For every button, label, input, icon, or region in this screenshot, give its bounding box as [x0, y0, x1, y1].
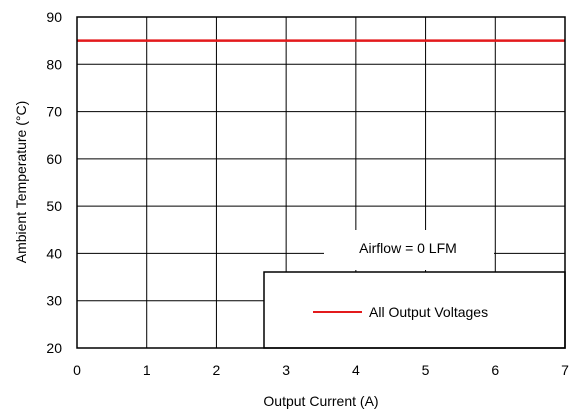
legend-box — [263, 271, 566, 349]
airflow-annotation: Airflow = 0 LFM — [359, 240, 457, 256]
x-tick-label: 1 — [143, 362, 151, 378]
x-tick-label: 6 — [491, 362, 499, 378]
x-tick-label: 5 — [422, 362, 430, 378]
plot-frame — [76, 16, 566, 349]
y-axis-title: Ambient Temperature (°C) — [13, 101, 29, 264]
legend-label-all-output-voltages: All Output Voltages — [369, 304, 488, 320]
grid-lines — [76, 16, 566, 349]
y-tick-label: 30 — [46, 293, 62, 309]
x-tick-label: 7 — [561, 362, 569, 378]
y-tick-label: 70 — [46, 104, 62, 120]
y-tick-label: 90 — [46, 9, 62, 25]
y-tick-label: 80 — [46, 56, 62, 72]
x-tick-labels: 0 1 2 3 4 5 6 7 — [73, 362, 569, 378]
annotation-box — [324, 230, 494, 270]
x-tick-label: 2 — [213, 362, 221, 378]
x-tick-label: 4 — [352, 362, 360, 378]
x-tick-label: 3 — [282, 362, 290, 378]
y-tick-label: 60 — [46, 151, 62, 167]
y-tick-label: 40 — [46, 245, 62, 261]
y-tick-labels: 20 30 40 50 60 70 80 90 — [46, 9, 62, 356]
y-tick-label: 20 — [46, 340, 62, 356]
y-tick-label: 50 — [46, 198, 62, 214]
x-tick-label: 0 — [73, 362, 81, 378]
x-axis-title: Output Current (A) — [263, 393, 378, 409]
